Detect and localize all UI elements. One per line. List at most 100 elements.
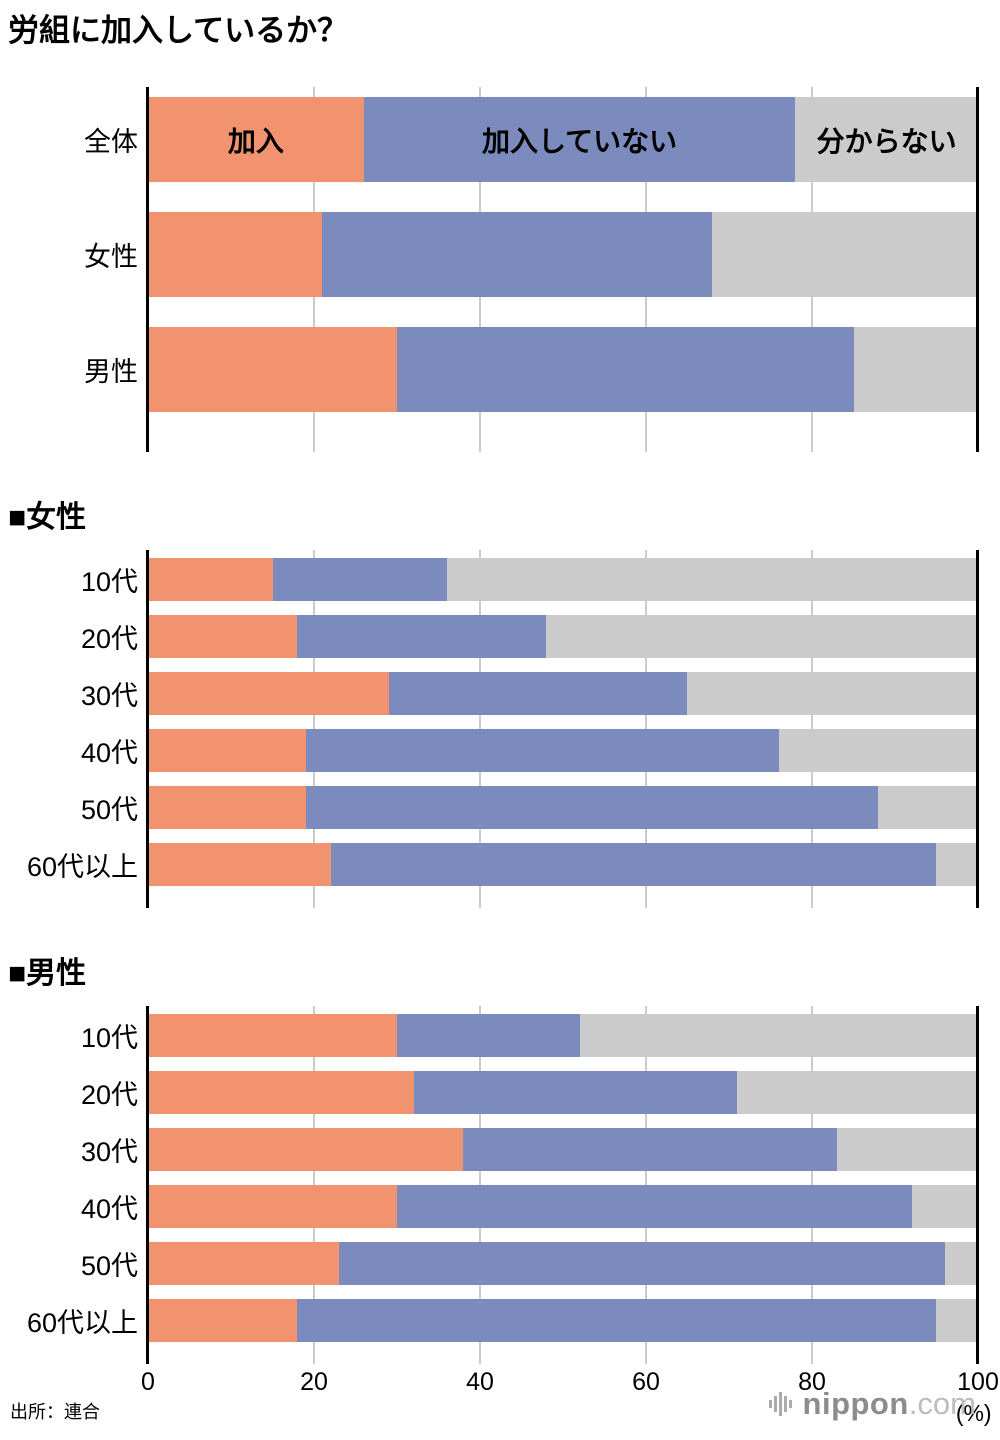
x-tick-label: 60 (632, 1368, 660, 1397)
segment-dont-know (712, 212, 978, 298)
logo-text-main: nippon (802, 1386, 909, 1421)
segment-dont-know (853, 327, 978, 413)
segment-dont-know (737, 1071, 978, 1115)
segment-dont-know (579, 1014, 978, 1058)
row-label: 20代 (80, 624, 138, 655)
segment-dont-know (778, 729, 978, 773)
x-axis: 0 20 40 60 80 100 (%) (141, 1364, 999, 1434)
bar-track (148, 729, 978, 773)
segment-not-member (463, 1128, 837, 1172)
segment-member (148, 786, 306, 830)
segment-dont-know (446, 558, 978, 602)
segment-member (148, 615, 298, 659)
bar-row: 男性 (0, 327, 978, 413)
bar-row: 50代 (0, 1242, 978, 1286)
segment-not-member (297, 1299, 937, 1343)
bar-row: 40代 (0, 729, 978, 773)
segment-not-member (305, 786, 879, 830)
bar-row: 20代 (0, 615, 978, 659)
row-label: 60代以上 (26, 1308, 138, 1339)
segment-member (148, 1128, 464, 1172)
chart-panel: 10代 20代 30代 40代 50代 60代以上 (0, 1006, 979, 1365)
segment-dont-know: 分からない (795, 97, 978, 183)
segment-not-member (322, 212, 713, 298)
bar-track (148, 212, 978, 298)
legend-label-not-member: 加入していない (482, 125, 678, 157)
nippon-logo: nippon .com (768, 1386, 976, 1422)
segment-member (148, 1299, 298, 1343)
bar-row: 40代 (0, 1185, 978, 1229)
row-label: 10代 (80, 567, 138, 598)
segment-not-member (388, 672, 688, 716)
x-tick-label: 0 (141, 1368, 155, 1397)
source-note: 出所：連合 (10, 1402, 100, 1422)
bar-row: 60代以上 (0, 1299, 978, 1343)
chart-title: 労組に加入しているか？ (8, 13, 349, 48)
row-label: 女性 (84, 242, 138, 273)
segment-dont-know (546, 615, 978, 659)
bar-track (148, 672, 978, 716)
bar-track (148, 1185, 978, 1229)
segment-not-member (397, 1185, 912, 1229)
row-label: 20代 (80, 1080, 138, 1111)
segment-not-member (397, 327, 854, 413)
bar-track (148, 1071, 978, 1115)
x-tick-label: 100 (957, 1368, 999, 1397)
bar-row: 全体 加入 加入していない 分からない (0, 97, 978, 183)
legend-label-member: 加入 (227, 125, 284, 157)
bar-track (148, 843, 978, 887)
bar-track (148, 1014, 978, 1058)
bar-track (148, 558, 978, 602)
bar-track (148, 786, 978, 830)
segment-member (148, 1242, 339, 1286)
row-label: 60代以上 (26, 852, 138, 883)
segment-dont-know (687, 672, 978, 716)
x-tick-label: 40 (466, 1368, 494, 1397)
chart-panels: 全体 加入 加入していない 分からない女性男性 ■女性 10代 20代 30代 40代 50代 60… (0, 87, 1000, 1365)
segment-dont-know (936, 1299, 978, 1343)
x-tick-label: 20 (300, 1368, 328, 1397)
row-label: 40代 (80, 1194, 138, 1225)
group-heading: ■女性 (8, 501, 87, 535)
row-label: 全体 (84, 127, 138, 158)
segment-not-member (297, 615, 547, 659)
bar-row: 20代 (0, 1071, 978, 1115)
segment-member (148, 212, 323, 298)
segment-dont-know (944, 1242, 978, 1286)
bar-row: 30代 (0, 1128, 978, 1172)
segment-not-member (330, 843, 937, 887)
segment-not-member (413, 1071, 738, 1115)
bar-row: 60代以上 (0, 843, 978, 887)
segment-not-member (397, 1014, 580, 1058)
bar-track (148, 1242, 978, 1286)
chart-panel: 10代 20代 30代 40代 50代 60代以上 (0, 550, 979, 909)
segment-member (148, 672, 389, 716)
row-label: 50代 (80, 795, 138, 826)
group-heading: ■男性 (8, 957, 87, 991)
row-label: 30代 (80, 1137, 138, 1168)
bar-track (148, 1128, 978, 1172)
segment-dont-know (911, 1185, 978, 1229)
segment-member (148, 327, 397, 413)
x-axis-unit: (%) (955, 1400, 992, 1427)
segment-not-member (305, 729, 779, 773)
segment-member (148, 1185, 397, 1229)
bar-row: 50代 (0, 786, 978, 830)
row-label: 男性 (84, 357, 138, 388)
logo-text-suffix: .com (908, 1386, 976, 1421)
bar-track (148, 327, 978, 413)
bar-row: 10代 (0, 1014, 978, 1058)
soundwave-icon (768, 1392, 792, 1416)
x-tick-label: 80 (798, 1368, 826, 1397)
row-label: 40代 (80, 738, 138, 769)
bar-row: 30代 (0, 672, 978, 716)
segment-dont-know (936, 843, 978, 887)
row-label: 50代 (80, 1251, 138, 1282)
chart-panel: 全体 加入 加入していない 分からない女性男性 (0, 87, 979, 453)
segment-member (148, 558, 273, 602)
segment-member (148, 1071, 414, 1115)
segment-dont-know (836, 1128, 978, 1172)
row-label: 10代 (80, 1023, 138, 1054)
segment-not-member (272, 558, 447, 602)
segment-member (148, 1014, 397, 1058)
